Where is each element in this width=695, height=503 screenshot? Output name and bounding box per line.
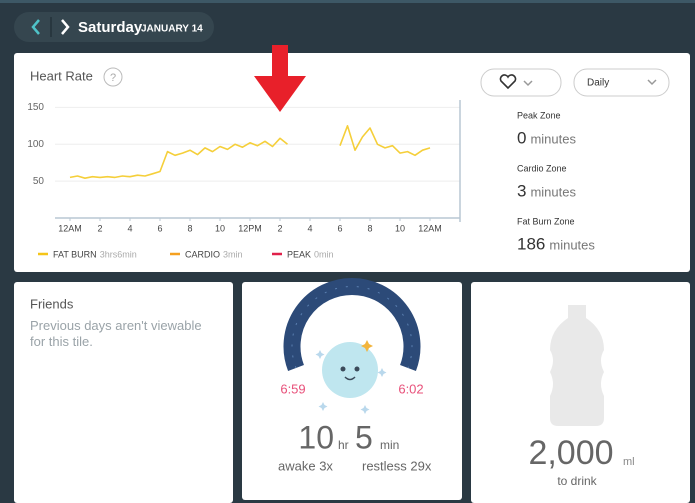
moon-eye <box>354 366 360 372</box>
sleep-minutes: 5 <box>355 419 373 455</box>
hours-unit: hr <box>338 438 349 452</box>
moon-eye <box>340 366 346 372</box>
zone-label: Peak Zone <box>517 110 561 120</box>
x-tick-label: 8 <box>367 223 372 233</box>
zone-value: 3 <box>517 181 526 200</box>
moon <box>322 342 378 398</box>
star <box>318 402 328 411</box>
legend-label: PEAK <box>287 249 311 259</box>
zone-unit: minutes <box>549 237 595 252</box>
sleep-end: 6:02 <box>398 381 423 396</box>
water-amount: 2,000 <box>528 434 613 472</box>
chevron <box>523 80 533 87</box>
x-tick-label: 2 <box>97 223 102 233</box>
help-icon-text: ? <box>110 72 116 84</box>
minutes-unit: min <box>380 438 399 452</box>
period-label: Daily <box>587 78 609 89</box>
legend-label: CARDIO <box>185 249 220 259</box>
y-tick-label: 50 <box>33 176 45 187</box>
day: Saturday <box>78 19 143 36</box>
legend-label: FAT BURN <box>53 249 97 259</box>
x-tick-label: 6 <box>157 223 162 233</box>
metric-dropdown[interactable] <box>480 68 562 97</box>
card-title: Friends <box>30 296 74 311</box>
zones: Peak Zone 0 minutes Cardio Zone 3 minutes Fat … <box>517 110 595 253</box>
zone-label: Cardio Zone <box>517 163 567 173</box>
x-tick-label: 12AM <box>58 223 82 233</box>
water-caption: to drink <box>557 474 597 488</box>
message-box: Previous days aren't viewable for this t… <box>30 318 202 349</box>
star <box>377 368 387 377</box>
zone-unit: minutes <box>530 184 576 199</box>
prev-day[interactable] <box>31 19 40 35</box>
x-tick-label: 2 <box>277 223 282 233</box>
heart-rate-line <box>69 125 431 179</box>
card-title: Heart Rate <box>30 68 93 83</box>
sleep-start: 6:59 <box>280 381 305 396</box>
next-day[interactable] <box>61 19 70 35</box>
star <box>361 340 373 352</box>
zone-value: 186 <box>517 234 545 253</box>
star <box>360 405 370 414</box>
y-tick-label: 100 <box>27 139 44 150</box>
period-dropdown[interactable] <box>573 68 670 97</box>
friends-card <box>14 282 233 503</box>
sleep-hours: 10 <box>298 419 334 455</box>
chevron <box>647 79 657 86</box>
restless-count: restless 29x <box>362 458 432 473</box>
top-strip <box>0 0 695 3</box>
x-tick-label: 6 <box>337 223 342 233</box>
x-tick-label: 4 <box>127 223 132 233</box>
friends-message: Previous days aren't viewable for this t… <box>30 318 202 349</box>
x-tick-label: 4 <box>307 223 312 233</box>
zone-value: 0 <box>517 128 526 147</box>
star <box>315 350 325 359</box>
water-unit: ml <box>623 456 635 468</box>
legend-duration: 0min <box>314 249 334 259</box>
heart-rate-chart: 50 100 150 12AM 2 4 6 8 10 12PM 2 4 6 8 10 12AM FAT BURN… <box>27 100 461 259</box>
water-bottle <box>550 305 604 426</box>
date: JANUARY 14 <box>141 24 203 35</box>
help-icon[interactable] <box>103 67 123 87</box>
awake-count: awake 3x <box>278 458 333 473</box>
x-tick-label: 10 <box>395 223 405 233</box>
moon-smile <box>344 376 356 381</box>
y-tick-label: 150 <box>27 102 44 113</box>
x-tick-label: 12AM <box>418 223 442 233</box>
legend-duration: 3min <box>223 249 243 259</box>
zone-label: Fat Burn Zone <box>517 216 575 226</box>
gauge-ticks <box>291 286 413 369</box>
pointer-arrow <box>254 45 306 112</box>
zone-unit: minutes <box>530 131 576 146</box>
heart-icon <box>499 74 517 90</box>
date-nav <box>14 12 214 42</box>
x-tick-label: 8 <box>187 223 192 233</box>
legend-duration: 3hrs6min <box>100 249 137 259</box>
x-tick-label: 12PM <box>238 223 262 233</box>
x-tick-label: 10 <box>215 223 225 233</box>
